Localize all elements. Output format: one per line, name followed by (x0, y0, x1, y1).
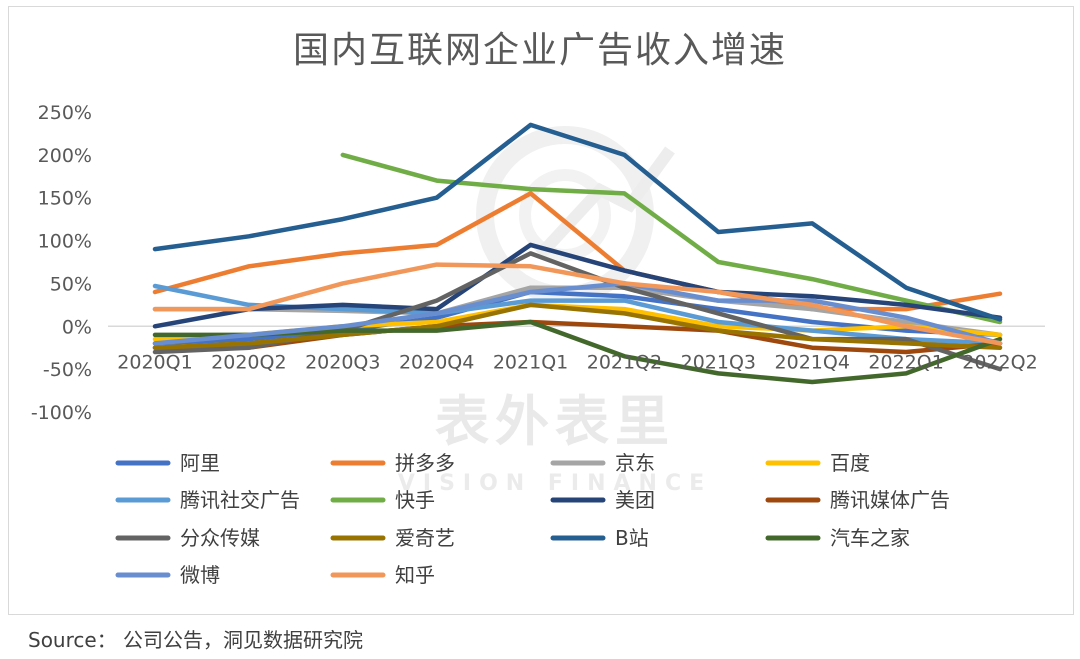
legend-label: 美团 (615, 488, 655, 512)
legend-entry: 微博 (115, 563, 220, 587)
x-tick-label: 2021Q3 (681, 351, 756, 373)
y-tick-label: 250% (38, 102, 92, 124)
y-tick-label: -100% (31, 402, 92, 424)
watermark-sub: VISION FINANCE (398, 471, 712, 496)
x-tick-label: 2022Q1 (868, 351, 943, 373)
legend-label: 腾讯媒体广告 (830, 488, 950, 512)
legend-entry: 京东 (550, 451, 655, 475)
legend-entry: 爱奇艺 (330, 526, 455, 550)
legend-label: 阿里 (180, 451, 220, 475)
x-tick-label: 2020Q3 (305, 351, 380, 373)
legend-label: 百度 (830, 451, 870, 475)
source-note: Source： 公司公告，洞见数据研究院 (28, 628, 363, 652)
x-tick-label: 2021Q1 (493, 351, 568, 373)
series-line-14 (152, 262, 1003, 346)
y-tick-label: 50% (50, 273, 92, 295)
legend-entry: 腾讯社交广告 (115, 488, 300, 512)
legend-label: 京东 (615, 451, 655, 475)
series-lines (152, 122, 1003, 385)
x-tick-label: 2020Q2 (211, 351, 286, 373)
series-line-11 (152, 122, 1003, 322)
x-tick-label: 2022Q2 (962, 351, 1037, 373)
legend-entry: 阿里 (115, 451, 220, 475)
series-line-7 (152, 242, 1003, 329)
legend-label: 知乎 (395, 563, 435, 587)
legend-entry: 汽车之家 (765, 526, 910, 550)
y-tick-label: 0% (62, 316, 92, 338)
legend-entry: 分众传媒 (115, 526, 260, 550)
watermark-main: 表外表里 (435, 390, 675, 453)
y-tick-label: 100% (38, 231, 92, 253)
x-tick-label: 2020Q4 (399, 351, 474, 373)
y-tick-label: -50% (43, 359, 92, 381)
series-line-13 (152, 281, 1003, 346)
y-axis-ticks: 250% 200% 150% 100% 50% 0% -50% -100% (31, 102, 92, 424)
legend-label: 汽车之家 (830, 526, 910, 550)
legend-entry: 百度 (765, 451, 870, 475)
y-tick-label: 150% (38, 188, 92, 210)
legend-label: 腾讯社交广告 (180, 488, 300, 512)
x-axis-ticks: 2020Q1 2020Q2 2020Q3 2020Q4 2021Q1 2021Q2 2021… (117, 351, 1037, 373)
x-tick-label: 2021Q2 (587, 351, 662, 373)
legend-label: 爱奇艺 (395, 526, 455, 550)
y-tick-label: 200% (38, 145, 92, 167)
x-tick-label: 2020Q1 (117, 351, 192, 373)
legend-label: 微博 (180, 563, 220, 587)
series-line-6 (340, 152, 1003, 325)
chart-title: 国内互联网企业广告收入增速 (293, 30, 787, 71)
legend-entry: 拼多多 (330, 451, 455, 475)
legend-entry: B站 (550, 526, 649, 550)
legend-label: B站 (615, 526, 649, 550)
series-line-10 (152, 302, 1003, 350)
x-tick-label: 2021Q4 (775, 351, 850, 373)
legend-entry: 知乎 (330, 563, 435, 587)
legend-entry: 美团 (550, 488, 655, 512)
legend-entry: 快手 (330, 488, 435, 512)
legend-label: 拼多多 (395, 451, 455, 475)
legend-entry: 腾讯媒体广告 (765, 488, 950, 512)
source-bar: Source： 公司公告，洞见数据研究院 (28, 628, 363, 652)
legend-label: 快手 (395, 488, 435, 512)
legend-label: 分众传媒 (180, 526, 260, 550)
